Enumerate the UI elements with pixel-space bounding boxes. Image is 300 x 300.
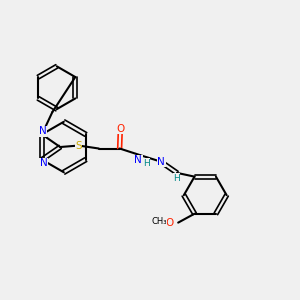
Text: O: O [166, 218, 174, 228]
Text: H: H [173, 174, 180, 183]
Text: O: O [116, 124, 124, 134]
Text: CH₃: CH₃ [151, 217, 166, 226]
Text: N: N [40, 158, 47, 168]
Text: N: N [158, 157, 165, 166]
Text: S: S [75, 140, 82, 151]
Text: H: H [143, 159, 150, 168]
Text: N: N [134, 155, 142, 165]
Text: N: N [39, 126, 47, 136]
